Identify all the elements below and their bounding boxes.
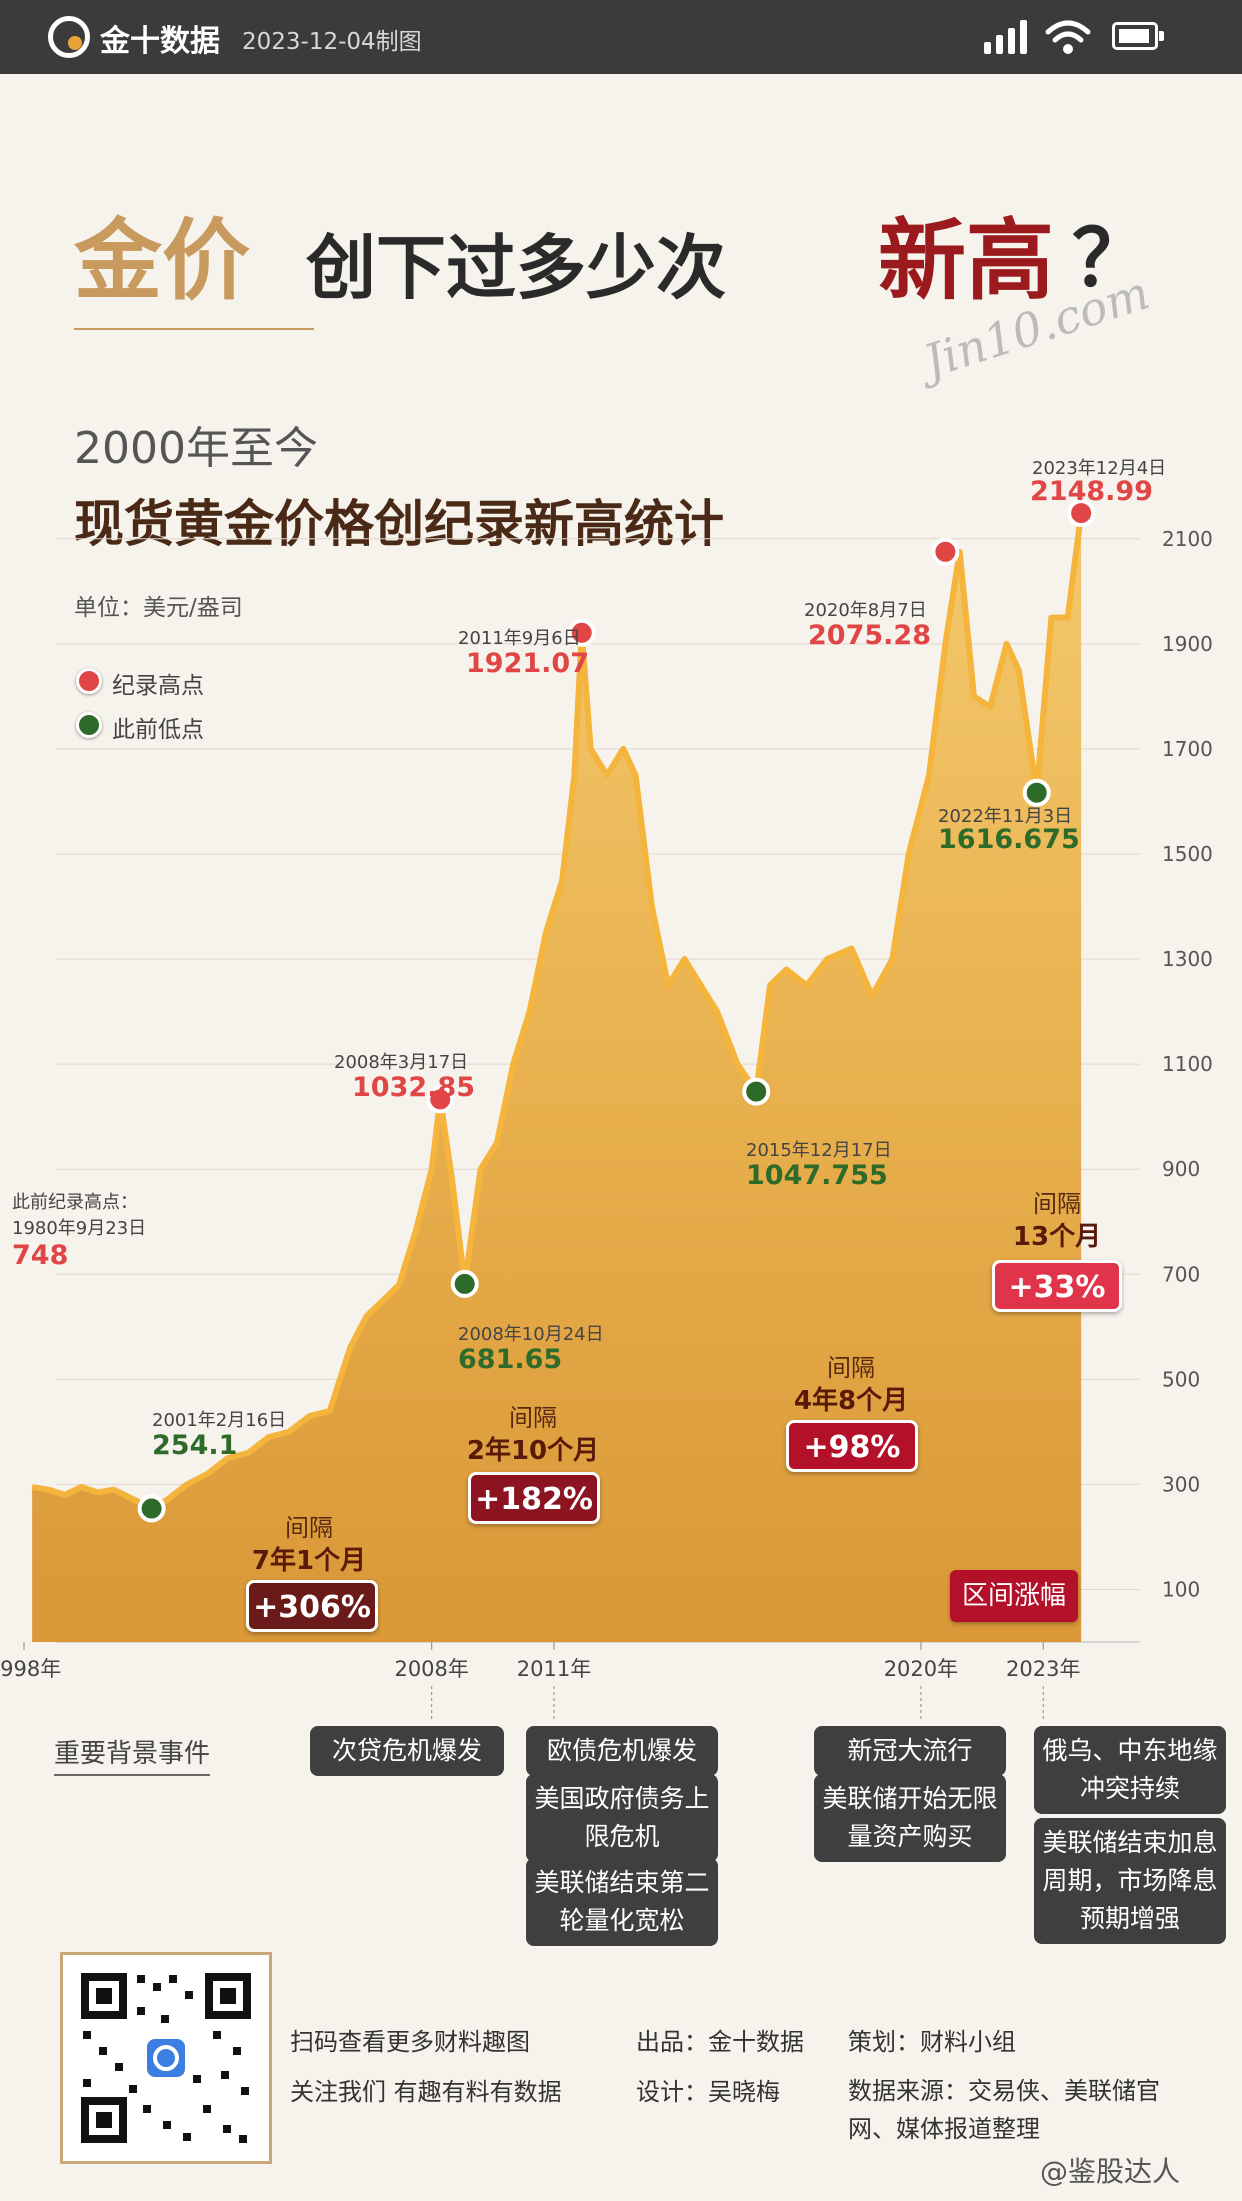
price-area <box>32 513 1082 1642</box>
legend-high-dot <box>76 668 102 694</box>
high-date: 2023年12月4日 <box>1032 458 1167 479</box>
brand-name: 金十数据 <box>100 24 220 59</box>
high-date: 2011年9月6日 <box>458 628 581 649</box>
subtitle-period: 2000年至今 <box>74 423 318 474</box>
prev-record-value: 748 <box>12 1240 69 1271</box>
gold-price-chart: 100 300 500 700 900 1100 1300 1500 1700 1900 2100 1… <box>0 499 1213 1720</box>
y-tick-label: 1700 <box>1162 737 1213 761</box>
title-divider <box>74 328 314 330</box>
low-date: 2008年10月24日 <box>458 1324 604 1345</box>
low-value: 254.1 <box>152 1430 238 1461</box>
qr-code[interactable] <box>60 1952 272 2164</box>
high-value: 2148.99 <box>1030 476 1153 507</box>
qr-code-icon <box>81 1973 251 2143</box>
record-high-point <box>931 537 960 566</box>
y-tick-label: 700 <box>1162 1262 1200 1286</box>
price-line <box>31 512 1085 1512</box>
range-change-label: 区间涨幅 <box>950 1570 1078 1622</box>
footer-source: 数据来源：交易侠、美联储官网、媒体报道整理 <box>848 2077 1160 2143</box>
high-date: 2008年3月17日 <box>334 1052 469 1073</box>
low-value: 681.65 <box>458 1344 563 1375</box>
interval-duration: 7年1个月 <box>251 1546 367 1576</box>
title-new-high: 新高 <box>878 208 1055 312</box>
low-value: 1616.675 <box>938 824 1080 855</box>
legend-high-label: 纪录高点 <box>112 673 204 699</box>
weibo-watermark: @鉴股达人 <box>1040 2155 1181 2188</box>
record-high-point <box>426 1085 455 1114</box>
interval-pct-badge: +33% <box>992 1260 1122 1312</box>
footer-producer: 出品：金十数据 <box>636 2028 804 2056</box>
interval-label: 间隔 <box>827 1354 875 1382</box>
low-date: 2001年2月16日 <box>152 1410 287 1431</box>
interval-duration: 2年10个月 <box>466 1436 600 1466</box>
signal-icon <box>984 20 1028 54</box>
x-tick-label: 1998年 <box>0 1657 61 1681</box>
subtitle-main: 现货黄金价格创纪录新高统计 <box>74 495 724 553</box>
low-date: 2015年12月17日 <box>746 1140 892 1161</box>
interval-pct-badge: +182% <box>468 1472 600 1524</box>
title-middle: 创下过多少次 <box>306 226 726 309</box>
title-gold-price: 金价 <box>74 208 251 312</box>
events-title: 重要背景事件 <box>54 1733 211 1776</box>
footer-planner: 策划：财料小组 <box>848 2028 1016 2056</box>
y-tick-label: 1100 <box>1162 1052 1213 1076</box>
unit-label: 单位：美元/盎司 <box>74 595 243 621</box>
high-value: 1921.07 <box>466 648 589 679</box>
interval-pct-badge: +306% <box>246 1580 378 1632</box>
date-made: 2023-12-04制图 <box>242 29 422 55</box>
event-qe2-end: 美联储结束第二轮量化宽松 <box>526 1858 718 1946</box>
y-tick-label: 300 <box>1162 1472 1200 1496</box>
interval-pct-badge: +98% <box>786 1420 918 1472</box>
event-us-debt-ceiling: 美国政府债务上限危机 <box>526 1774 718 1862</box>
prev-record-label: 此前纪录高点： <box>12 1192 138 1213</box>
y-tick-label: 900 <box>1162 1157 1200 1181</box>
record-high-point <box>1067 499 1096 528</box>
wifi-icon <box>1045 20 1091 54</box>
y-tick-label: 1300 <box>1162 947 1213 971</box>
previous-low-point <box>137 1494 166 1523</box>
event-subprime-crisis: 次贷危机爆发 <box>310 1726 504 1776</box>
event-geopolitics: 俄乌、中东地缘冲突持续 <box>1034 1726 1226 1814</box>
battery-icon <box>1112 22 1164 50</box>
previous-low-point <box>1022 778 1051 807</box>
footer-scan-text: 扫码查看更多财料趣图 <box>290 2028 530 2056</box>
x-tick-label: 2020年 <box>884 1657 958 1681</box>
event-rate-cut-expectations: 美联储结束加息周期，市场降息预期增强 <box>1034 1818 1226 1944</box>
event-unlimited-qe: 美联储开始无限量资产购买 <box>814 1774 1006 1862</box>
y-tick-label: 500 <box>1162 1367 1200 1391</box>
interval-duration: 4年8个月 <box>793 1386 909 1416</box>
low-value: 1047.755 <box>746 1160 888 1191</box>
previous-low-point <box>450 1269 479 1298</box>
high-value: 2075.28 <box>808 620 931 651</box>
legend-low-label: 此前低点 <box>112 717 204 743</box>
top-bar <box>0 0 1242 74</box>
y-tick-label: 100 <box>1162 1577 1200 1601</box>
event-euro-debt-crisis: 欧债危机爆发 <box>526 1726 718 1776</box>
x-tick-label: 2008年 <box>394 1657 468 1681</box>
jin10-logo-icon <box>48 16 90 58</box>
previous-low-point <box>742 1077 771 1106</box>
interval-label: 间隔 <box>509 1404 557 1432</box>
legend-low-dot <box>76 712 102 738</box>
title-question-mark: ？ <box>1072 213 1151 304</box>
high-date: 2020年8月7日 <box>804 600 927 621</box>
interval-label: 间隔 <box>285 1514 333 1542</box>
x-tick-label: 2011年 <box>517 1657 591 1681</box>
interval-label: 间隔 <box>1033 1190 1081 1218</box>
low-date: 2022年11月3日 <box>938 806 1073 827</box>
y-tick-label: 1500 <box>1162 842 1213 866</box>
event-covid: 新冠大流行 <box>814 1726 1006 1776</box>
prev-record-date: 1980年9月23日 <box>12 1218 147 1239</box>
footer-follow-text: 关注我们 有趣有料有数据 <box>290 2078 562 2106</box>
footer-designer: 设计：吴晓梅 <box>636 2078 780 2106</box>
record-high-point <box>567 618 596 647</box>
interval-duration: 13个月 <box>1012 1222 1102 1252</box>
y-tick-label: 1900 <box>1162 632 1213 656</box>
x-tick-label: 2023年 <box>1006 1657 1080 1681</box>
high-value: 1032.85 <box>352 1072 475 1103</box>
y-tick-label: 2100 <box>1162 527 1213 551</box>
